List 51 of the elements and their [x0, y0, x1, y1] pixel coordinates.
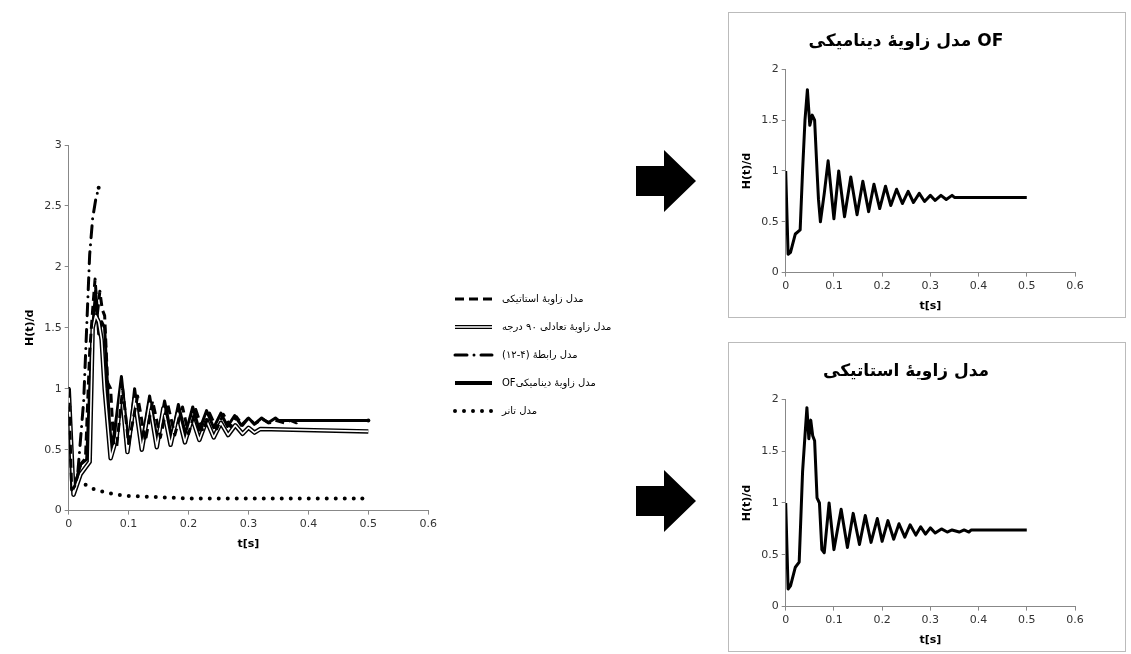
x-axis-title: t[s]	[919, 299, 942, 313]
x-tick-label: 0.4	[299, 517, 318, 531]
x-tick-label: 0.6	[1066, 279, 1084, 293]
x-tick-label: 0.3	[921, 279, 940, 293]
y-tick-label: 2.5	[44, 198, 62, 212]
y-tick-label: 3	[54, 137, 62, 151]
x-tick-label: 0.5	[359, 517, 378, 531]
chart-title: مدل زاویهٔ استاتیکی	[822, 359, 990, 381]
legend-label: مدل زاویهٔ دینامیکیOF	[502, 376, 596, 390]
y-axis-title: H(t)/d	[740, 484, 754, 522]
y-tick-label: 0	[771, 265, 779, 279]
y-tick-label: 0	[54, 503, 62, 517]
legend-label: مدل زاویهٔ استاتیکی	[502, 292, 584, 306]
y-tick-label: 1	[771, 495, 779, 509]
x-tick-label: 0	[782, 613, 790, 627]
x-tick-label: 0	[782, 279, 790, 293]
y-tick-label: 2	[771, 62, 779, 76]
y-tick-label: 0	[771, 599, 779, 613]
x-axis-title: t[s]	[919, 633, 942, 647]
x-tick-label: 0.2	[179, 517, 198, 531]
y-tick-label: 2	[54, 259, 62, 273]
x-tick-label: 0.1	[119, 517, 138, 531]
y-axis-title: H(t)/d	[23, 309, 37, 347]
x-tick-label: 0.3	[239, 517, 258, 531]
x-tick-label: 0.2	[873, 279, 891, 293]
y-tick-label: 2	[771, 392, 779, 406]
x-tick-label: 0.1	[825, 613, 843, 627]
x-tick-label: 0.6	[1066, 613, 1084, 627]
y-tick-label: 0.5	[44, 442, 62, 456]
x-tick-label: 0.6	[419, 517, 437, 531]
y-tick-label: 1	[771, 163, 779, 177]
legend-label: مدل تانر	[502, 404, 538, 418]
x-tick-label: 0.2	[873, 613, 891, 627]
chart-title: مدل زاویهٔ دینامیکی OF	[808, 29, 1004, 51]
x-tick-label: 0.4	[969, 613, 988, 627]
y-tick-label: 1.5	[761, 113, 779, 127]
x-tick-label: 0.5	[1018, 279, 1036, 293]
x-tick-label: 0.3	[921, 613, 940, 627]
y-tick-label: 1	[54, 381, 62, 395]
x-tick-label: 0.4	[969, 279, 988, 293]
y-tick-label: 1.5	[761, 444, 779, 458]
y-axis-title: H(t)/d	[740, 152, 754, 190]
legend-label: مدل رابطهٔ (۴-۱۲)	[502, 348, 578, 362]
x-tick-label: 0.1	[825, 279, 843, 293]
y-tick-label: 0.5	[761, 214, 779, 228]
x-tick-label: 0	[65, 517, 73, 531]
legend-label: مدل زاویهٔ تعادلی ۹۰ درجه	[502, 320, 612, 334]
y-tick-label: 1.5	[44, 320, 62, 334]
x-tick-label: 0.5	[1018, 613, 1036, 627]
y-tick-label: 0.5	[761, 547, 779, 561]
x-axis-title: t[s]	[237, 537, 260, 551]
